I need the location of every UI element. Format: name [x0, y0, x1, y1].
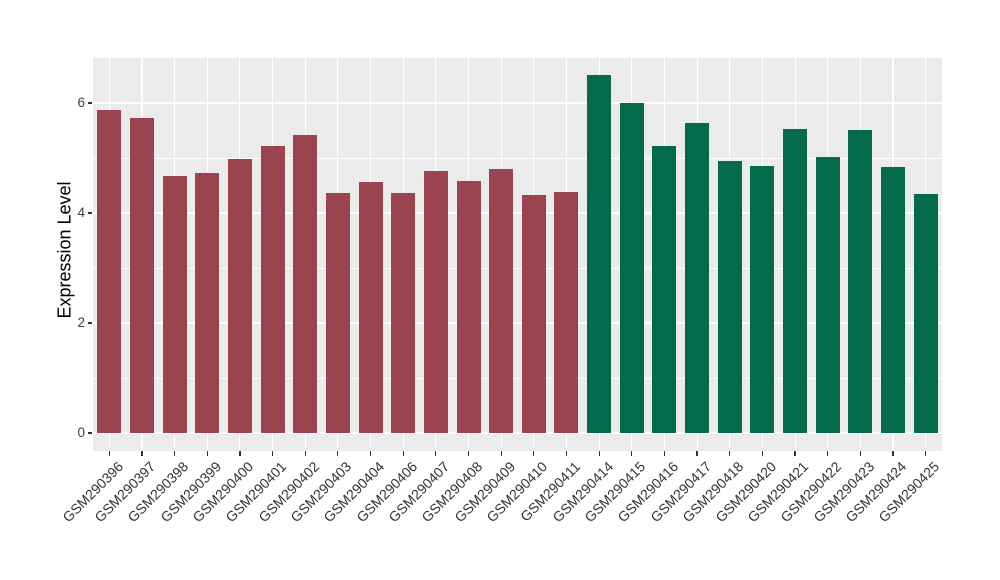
bar-GSM290421 — [783, 129, 808, 433]
x-tick-mark — [239, 451, 241, 456]
bar-GSM290425 — [913, 193, 938, 433]
major-gridline-y4 — [93, 212, 942, 214]
y-tick-label: 4 — [77, 205, 85, 220]
x-tick-mark — [533, 451, 535, 456]
x-tick-mark — [598, 451, 600, 456]
x-tick-mark — [827, 451, 829, 456]
bar-GSM290416 — [652, 145, 677, 433]
x-tick-mark — [892, 451, 894, 456]
x-tick-mark — [271, 451, 274, 456]
y-tick-label: 2 — [77, 315, 85, 330]
x-tick-mark — [304, 451, 306, 456]
x-tick-mark — [500, 451, 502, 456]
bar-GSM290418 — [717, 161, 742, 433]
bar-GSM290424 — [881, 166, 906, 433]
x-tick-mark — [206, 451, 208, 456]
y-tick-label: 6 — [77, 95, 85, 110]
x-tick-mark — [565, 451, 568, 456]
plot-panel — [93, 58, 942, 451]
bar-GSM290407 — [423, 170, 448, 433]
y-tick-mark — [87, 102, 92, 104]
bar-GSM290411 — [554, 191, 579, 433]
bar-GSM290417 — [685, 123, 710, 433]
x-tick-mark — [337, 451, 339, 456]
bar-GSM290398 — [162, 176, 187, 433]
bar-GSM290422 — [815, 157, 840, 433]
x-tick-mark — [696, 451, 698, 456]
bar-GSM290406 — [391, 192, 416, 433]
bar-GSM290414 — [587, 74, 612, 433]
x-tick-mark — [435, 451, 437, 456]
y-tick-mark — [87, 322, 92, 324]
bar-GSM290409 — [489, 169, 514, 433]
major-gridline-y2 — [93, 322, 942, 324]
x-tick-mark — [761, 451, 763, 456]
bar-GSM290402 — [293, 135, 318, 433]
bar-GSM290400 — [227, 158, 252, 433]
bar-GSM290403 — [325, 192, 350, 433]
bar-GSM290399 — [195, 173, 220, 433]
bar-GSM290397 — [129, 117, 154, 433]
x-tick-mark — [859, 451, 861, 456]
bar-GSM290415 — [619, 103, 644, 433]
bar-GSM290410 — [521, 194, 546, 433]
y-tick-label: 0 — [77, 425, 85, 440]
minor-gridline-y1 — [93, 377, 942, 379]
bar-GSM290423 — [848, 129, 873, 433]
bar-GSM290396 — [97, 110, 122, 433]
bar-GSM290420 — [750, 166, 775, 433]
minor-gridline-y3 — [93, 267, 942, 269]
bar-GSM290408 — [456, 181, 481, 433]
y-axis-title: Expression Level — [54, 181, 75, 319]
x-tick-mark — [663, 451, 666, 456]
x-tick-mark — [402, 451, 404, 456]
bar-GSM290404 — [358, 181, 383, 433]
bar-GSM290401 — [260, 145, 285, 433]
x-tick-mark — [794, 451, 796, 456]
x-tick-mark — [729, 451, 731, 456]
x-tick-mark — [925, 451, 927, 456]
x-tick-mark — [174, 451, 176, 456]
x-tick-mark — [467, 451, 470, 456]
x-tick-mark — [369, 451, 372, 456]
y-tick-mark — [87, 212, 92, 214]
x-tick-mark — [631, 451, 633, 456]
major-gridline-y6 — [93, 102, 942, 104]
x-tick-mark — [141, 451, 143, 456]
major-gridline-y0 — [93, 432, 942, 434]
y-tick-mark — [87, 432, 92, 434]
minor-gridline-y5 — [93, 157, 942, 159]
x-tick-mark — [108, 451, 110, 456]
